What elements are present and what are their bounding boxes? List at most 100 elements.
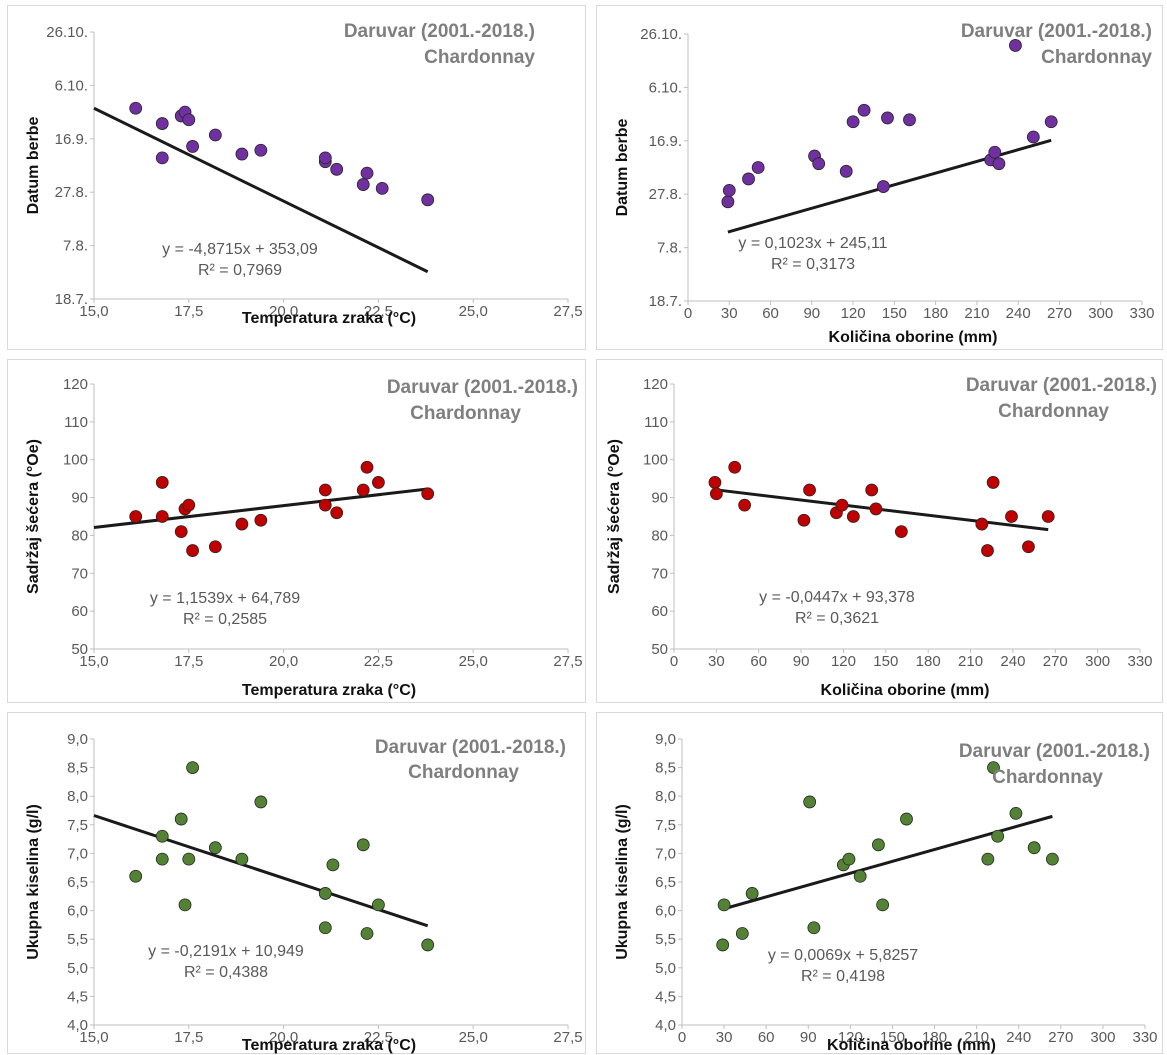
chart-6-x-tick-label: 240 [1006,1029,1031,1046]
chart-6-x-tick-label: 150 [880,1029,905,1046]
chart-3-data-point [318,498,332,512]
chart-1-data-point [155,151,169,165]
chart-5-x-tick-label: 20,0 [269,1029,298,1046]
chart-5-data-point [254,795,268,809]
chart-4-x-tick-label: 210 [958,653,983,670]
chart-6-data-point [1027,841,1041,855]
chart-5-title: Daruvar (2001.-2018.) [375,737,566,758]
chart-6-x-tick-label: 60 [758,1029,775,1046]
chart-6-x-tick-label: 90 [800,1029,817,1046]
chart-5: 15,0 17,5 20,0 22,5 25,0 27,5 4,0 4,5 5,0 5,5 6,0 6… [25,731,583,1054]
chart-4-data-point [1005,510,1018,523]
chart-1-data-point [360,166,374,180]
chart-5-x-tick-label: 27,5 [553,1029,582,1046]
chart-1-trend-r2: R² = 0,7969 [198,262,282,279]
chart-1-data-point [235,147,249,161]
chart-1-title: Daruvar (2001.-2018.) [344,21,535,42]
chart-4-x-axis-title: Količina oborine (mm) [821,682,990,699]
chart-4-data-point [865,483,879,497]
chart-4-data-point [728,460,742,474]
chart-5-data-point [186,761,199,774]
chart-6-x-tick-label: 330 [1132,1029,1157,1046]
chart-5-data-point [178,898,192,912]
chart-1-trend-equation: y = -4,8715x + 353,09 [162,241,318,258]
chart-6-data-point [807,921,821,935]
chart-6-data-point [1045,852,1059,866]
chart-1-data-point [356,178,370,191]
chart-1-data-point [318,151,332,165]
chart-5-y-axis-title: Ukupna kiselina (g/l) [25,804,42,960]
chart-2: 0 30 60 90 120 150 180 210 240 270 300 330 18.7. 7.8.… [614,21,1155,346]
chart-1-x-tick-label: 20,0 [269,303,298,320]
chart-3-y-tick-label: 70 [71,565,88,582]
chart-4-data-point [835,498,849,512]
chart-2-x-tick-label: 150 [882,305,907,322]
chart-1-x-axis-title: Temperatura zraka (°C) [242,310,416,327]
chart-3-subtitle: Chardonnay [410,403,521,424]
chart-4-data-point [975,517,989,531]
chart-2-data-point [903,113,916,127]
chart-6-x-tick-label: 300 [1090,1029,1115,1046]
chart-6-data-point [745,887,759,900]
chart-3-x-tick-label: 20,0 [269,653,298,670]
chart-3-trend-r2: R² = 0,2585 [183,611,267,628]
chart-6-x-tick-label: 0 [678,1029,686,1046]
chart-4-y-tick-label: 90 [651,490,668,507]
chart-5-data-point [155,829,169,843]
chart-3-data-point [254,513,268,527]
chart-1-x-tick-label: 25,0 [459,303,488,320]
chart-2-data-point [988,145,1002,159]
chart-5-x-axis-title: Temperatura zraka (°C) [242,1037,416,1054]
chart-4-y-tick-label: 110 [644,414,668,431]
chart-6-y-tick-label: 4,5 [655,988,676,1005]
chart-5-trendline [93,814,429,928]
chart-2-data-point [857,103,871,117]
chart-3-trend-equation: y = 1,1539x + 64,789 [150,590,300,607]
chart-5-y-tick-label: 5,5 [67,931,88,948]
chart-3: 15,0 17,5 20,0 22,5 25,0 27,5 50 60 70 80 90 100 110… [25,376,583,699]
chart-4-y-tick-label: 50 [651,641,668,658]
chart-3-data-point [182,498,196,512]
chart-1-data-point [182,113,196,127]
chart-6-y-tick-label: 8,0 [655,788,676,805]
chart-1-x-tick-label: 22,5 [364,303,393,320]
chart-4-data-point [986,476,1000,489]
chart-2-data-point [881,111,894,125]
chart-panel-6: 0 30 60 90 120 150 180 210 240 270 300 330 4,0 4,5 5,0… [596,712,1163,1054]
chart-6-y-tick-label: 5,0 [655,960,676,977]
chart-4-x-tick-label: 240 [1000,653,1025,670]
chart-5-y-tick-label: 5,0 [67,960,88,977]
chart-5-subtitle: Chardonnay [408,762,519,783]
chart-6-x-tick-label: 270 [1048,1029,1073,1046]
chart-3-x-tick-label: 15,0 [79,653,108,670]
chart-3-x-tick-label: 22,5 [364,653,393,670]
chart-2-x-tick-label: 210 [964,305,989,322]
chart-1-y-tick-label: 18.7. [55,291,88,308]
chart-3-data-point [421,487,435,501]
chart-5-y-tick-label: 6,5 [67,874,88,891]
chart-3-data-point [186,544,199,557]
chart-2-data-point [1026,130,1040,144]
chart-4-title: Daruvar (2001.-2018.) [966,375,1157,396]
chart-5-x-tick-label: 22,5 [364,1029,393,1046]
chart-5-data-point [182,852,196,866]
chart-5-x-tick-label: 17,5 [174,1029,203,1046]
chart-4-data-point [1022,540,1035,554]
chart-4-y-tick-label: 100 [643,452,668,469]
chart-6-trend-equation: y = 0,0069x + 5,8257 [768,947,918,964]
chart-5-data-point [360,927,374,940]
chart-2-data-point [812,157,826,171]
chart-5-y-tick-label: 6,0 [67,903,88,920]
chart-2-data-point [742,172,755,186]
chart-6-subtitle: Chardonnay [992,767,1103,788]
chart-3-x-axis-title: Temperatura zraka (°C) [242,682,416,699]
chart-4-data-point [846,510,860,523]
chart-panel-2: 0 30 60 90 120 150 180 210 240 270 300 330 18.7. 7.8.… [596,5,1163,350]
chart-2-x-tick-label: 300 [1088,305,1113,322]
chart-6-x-tick-label: 180 [922,1029,947,1046]
chart-1-x-tick-label: 27,5 [553,303,582,320]
chart-3-data-point [174,525,188,539]
chart-6-data-point [872,838,885,852]
chart-1-data-point [208,128,222,142]
chart-2-x-tick-label: 90 [803,305,820,322]
